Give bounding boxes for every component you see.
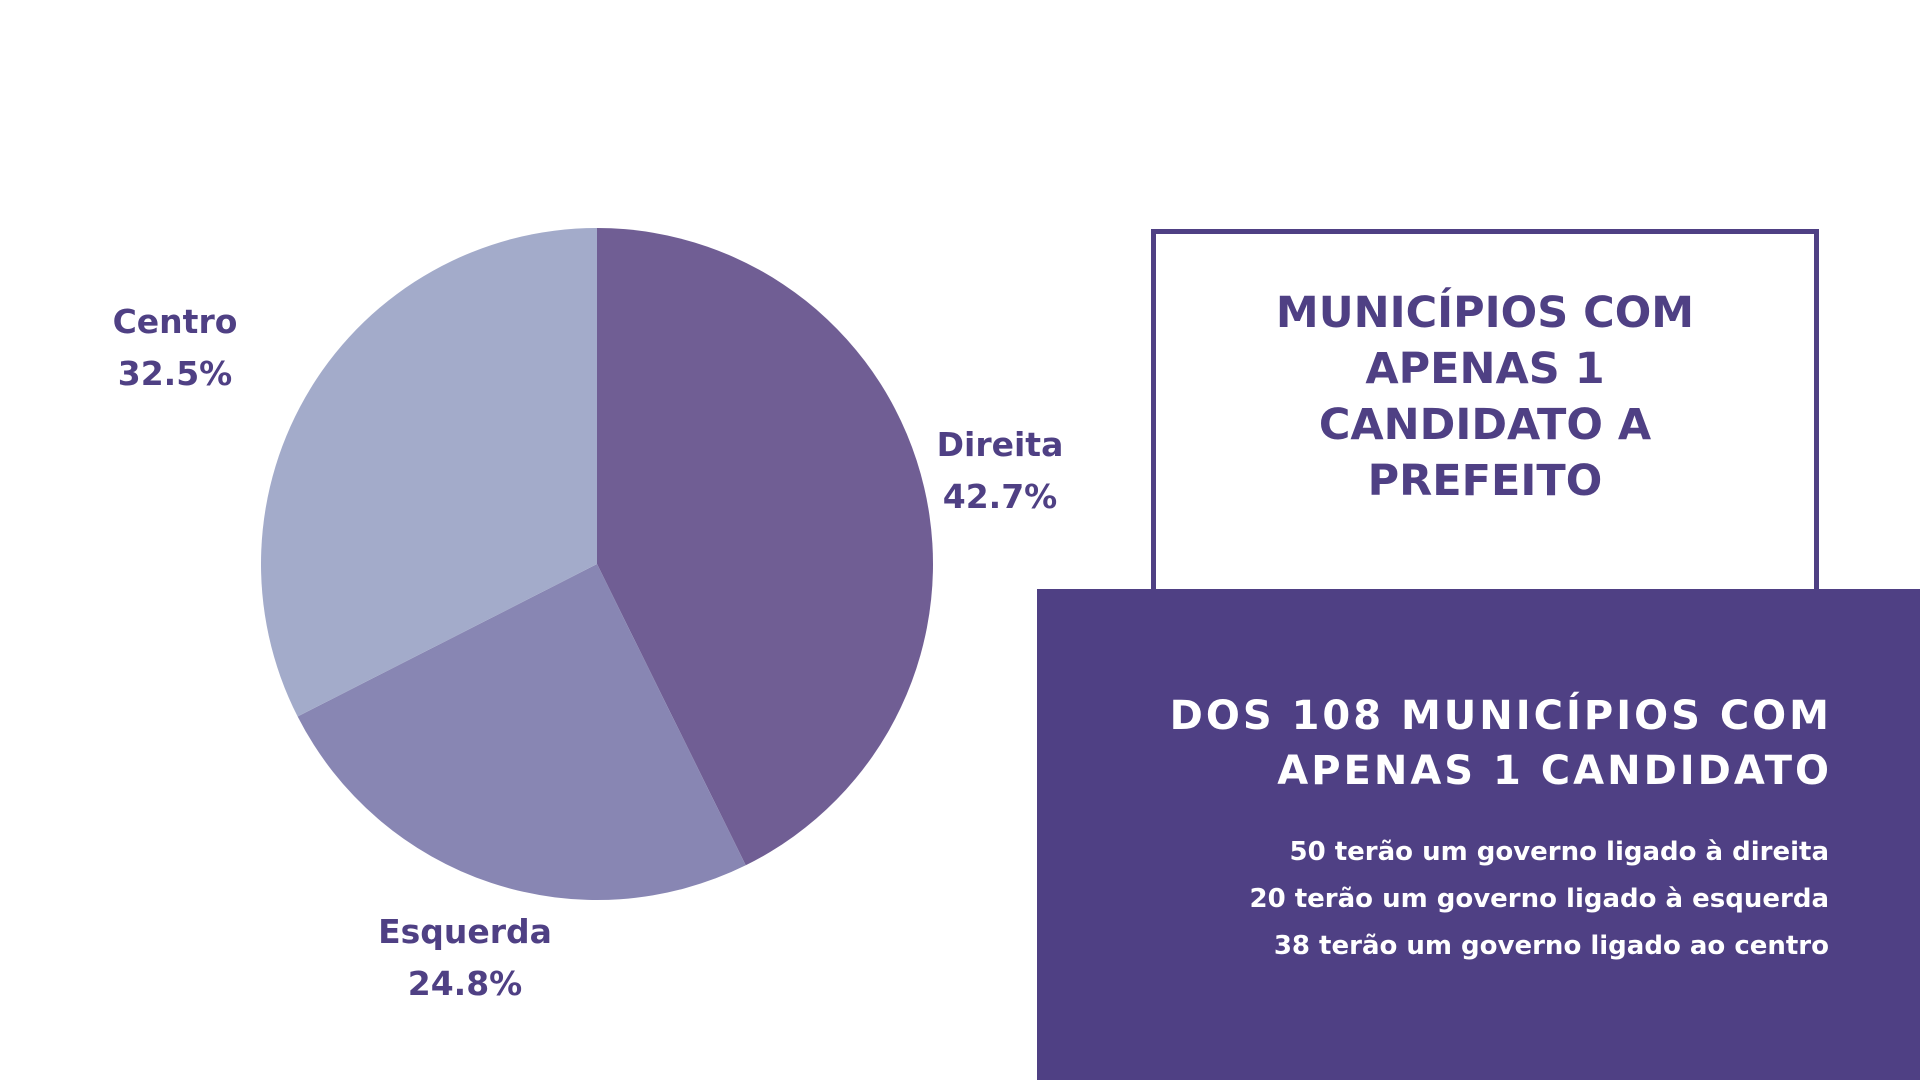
panel-facts: 50 terão um governo ligado à direita 20 … <box>1250 829 1829 970</box>
slice-label-direita: Direita 42.7% <box>937 419 1064 523</box>
slice-label-name: Direita <box>936 425 1064 464</box>
slice-label-esquerda: Esquerda 24.8% <box>378 906 552 1010</box>
headline-line: APENAS 1 CANDIDATO <box>1277 748 1832 794</box>
pie-slice-esquerda <box>297 564 746 901</box>
slice-label-value: 42.7% <box>942 477 1058 516</box>
headline-line: DOS 108 MUNICÍPIOS COM <box>1169 693 1832 739</box>
panel-headline: DOS 108 MUNICÍPIOS COM APENAS 1 CANDIDAT… <box>1170 689 1832 799</box>
fact-line: 50 terão um governo ligado à direita <box>1289 837 1830 867</box>
slice-label-value: 32.5% <box>117 354 233 393</box>
pie-slice-direita <box>597 228 933 866</box>
title-box: MUNICÍPIOS COM APENAS 1 CANDIDATO A PREF… <box>1151 229 1819 599</box>
summary-panel: DOS 108 MUNICÍPIOS COM APENAS 1 CANDIDAT… <box>1037 589 1920 1080</box>
chart-title: MUNICÍPIOS COM APENAS 1 CANDIDATO A PREF… <box>1275 288 1695 506</box>
fact-line: 20 terão um governo ligado à esquerda <box>1249 884 1829 914</box>
slice-label-value: 24.8% <box>407 964 523 1003</box>
slice-label-name: Centro <box>112 302 238 341</box>
pie-slice-centro <box>260 228 597 717</box>
slice-label-centro: Centro 32.5% <box>113 296 238 400</box>
slice-label-name: Esquerda <box>378 912 552 951</box>
fact-line: 38 terão um governo ligado ao centro <box>1273 931 1829 961</box>
